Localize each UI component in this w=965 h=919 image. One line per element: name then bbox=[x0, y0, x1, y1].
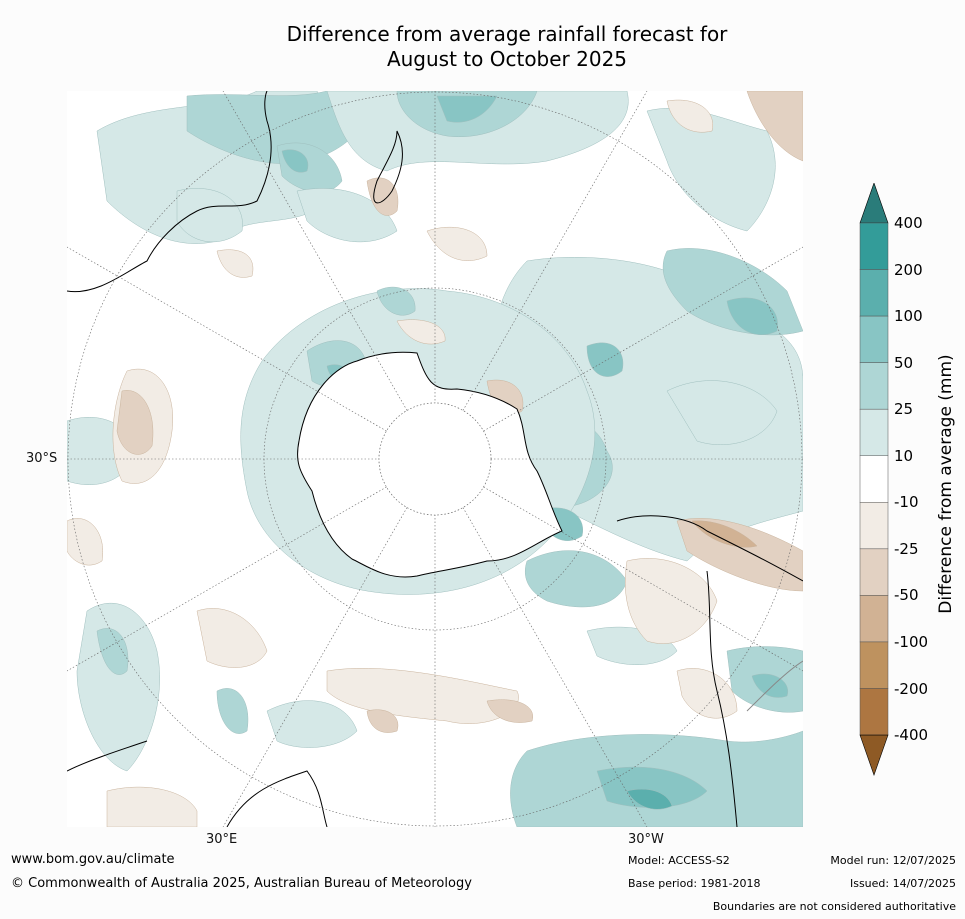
south-america-coast bbox=[616, 515, 803, 582]
footer-base-period: Base period: 1981-2018 bbox=[628, 877, 761, 890]
colorbar-tick-label: 25 bbox=[894, 400, 914, 419]
latitude-label-30s: 30°S bbox=[26, 451, 58, 466]
colorbar-band bbox=[859, 408, 889, 456]
footer-url[interactable]: www.bom.gov.au/climate bbox=[11, 852, 175, 867]
colorbar-band bbox=[859, 641, 889, 689]
colorbar-band bbox=[859, 455, 889, 503]
footer-model: Model: ACCESS-S2 bbox=[628, 854, 730, 867]
colorbar-band bbox=[859, 688, 889, 736]
title-line-2: August to October 2025 bbox=[386, 47, 628, 71]
colorbar-tick-label: -400 bbox=[894, 726, 929, 745]
colorbar-tick-label: 10 bbox=[894, 446, 914, 465]
colorbar-segments bbox=[859, 183, 889, 776]
longitude-label-30w: 30°W bbox=[628, 832, 664, 847]
footer-issued: Issued: 14/07/2025 bbox=[849, 877, 956, 890]
title-line-1: Difference from average rainfall forecas… bbox=[286, 22, 728, 46]
africa-coast bbox=[67, 740, 148, 772]
new-zealand-coast bbox=[373, 130, 403, 204]
colorbar-band bbox=[859, 362, 889, 410]
colorbar-tick-label: 200 bbox=[894, 260, 923, 279]
footer-disclaimer: Boundaries are not considered authoritat… bbox=[712, 900, 956, 913]
dry-anomaly-regions bbox=[67, 91, 803, 827]
map-svg bbox=[67, 91, 803, 827]
south-america-west bbox=[706, 570, 738, 827]
colorbar-over-triangle bbox=[859, 183, 889, 224]
colorbar-tick-label: -10 bbox=[894, 493, 919, 512]
colorbar-band bbox=[859, 502, 889, 550]
colorbar-band bbox=[859, 269, 889, 317]
colorbar-band bbox=[859, 595, 889, 643]
colorbar-band bbox=[859, 315, 889, 363]
map-title: Difference from average rainfall forecas… bbox=[0, 22, 965, 72]
colorbar-tick-label: -100 bbox=[894, 632, 929, 651]
colorbar-tick-label: -50 bbox=[894, 586, 919, 605]
continent-outlines bbox=[67, 91, 803, 827]
longitude-label-30e: 30°E bbox=[206, 832, 238, 847]
colorbar-tick-label: -200 bbox=[894, 679, 929, 698]
colorbar-band bbox=[859, 548, 889, 596]
colorbar-title: Difference from average (mm) bbox=[936, 354, 956, 614]
colorbar-tick-label: 400 bbox=[894, 214, 923, 232]
polar-map bbox=[67, 91, 803, 827]
australia-coast bbox=[67, 91, 272, 293]
colorbar bbox=[859, 183, 889, 776]
colorbar-tick-label: 100 bbox=[894, 307, 923, 326]
footer-model-run: Model run: 12/07/2025 bbox=[830, 854, 956, 867]
border-line bbox=[746, 660, 803, 712]
colorbar-under-triangle bbox=[859, 734, 889, 776]
colorbar-tick-label: 50 bbox=[894, 353, 914, 372]
colorbar-tick-label: -25 bbox=[894, 539, 919, 558]
colorbar-band bbox=[859, 222, 889, 270]
footer-copyright: © Commonwealth of Australia 2025, Austra… bbox=[11, 876, 472, 891]
